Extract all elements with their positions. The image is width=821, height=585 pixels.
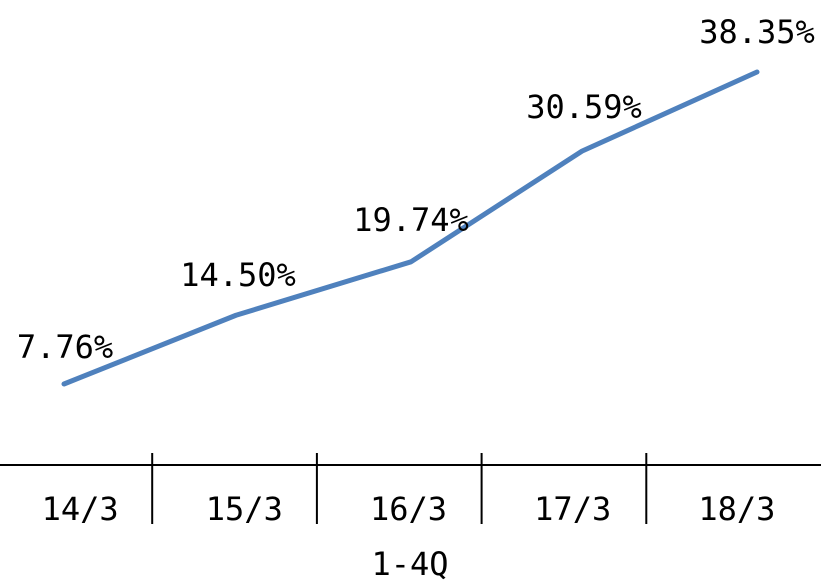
x-tick-label: 17/3 bbox=[534, 490, 611, 528]
series-layer bbox=[61, 69, 760, 387]
series-line bbox=[61, 69, 760, 387]
x-tick-label: 14/3 bbox=[42, 490, 119, 528]
x-axis: 14/3 15/3 16/3 17/3 18/3 bbox=[0, 453, 821, 528]
data-label: 38.35% bbox=[699, 13, 815, 51]
x-tick-label: 16/3 bbox=[370, 490, 447, 528]
x-tick-label: 15/3 bbox=[206, 490, 283, 528]
data-label: 30.59% bbox=[526, 88, 642, 126]
data-label: 19.74% bbox=[353, 201, 469, 239]
data-label: 7.76% bbox=[17, 328, 113, 366]
data-label-layer: 7.76% 14.50% 19.74% 30.59% 38.35% bbox=[17, 13, 815, 366]
data-label: 14.50% bbox=[180, 256, 296, 294]
x-tick-label: 18/3 bbox=[698, 490, 775, 528]
category-group-label: 1-4Q bbox=[371, 545, 448, 580]
